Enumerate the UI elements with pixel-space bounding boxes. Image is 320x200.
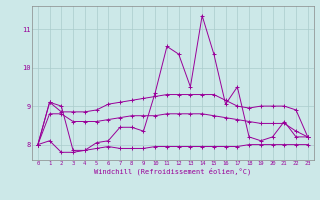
X-axis label: Windchill (Refroidissement éolien,°C): Windchill (Refroidissement éolien,°C) xyxy=(94,168,252,175)
